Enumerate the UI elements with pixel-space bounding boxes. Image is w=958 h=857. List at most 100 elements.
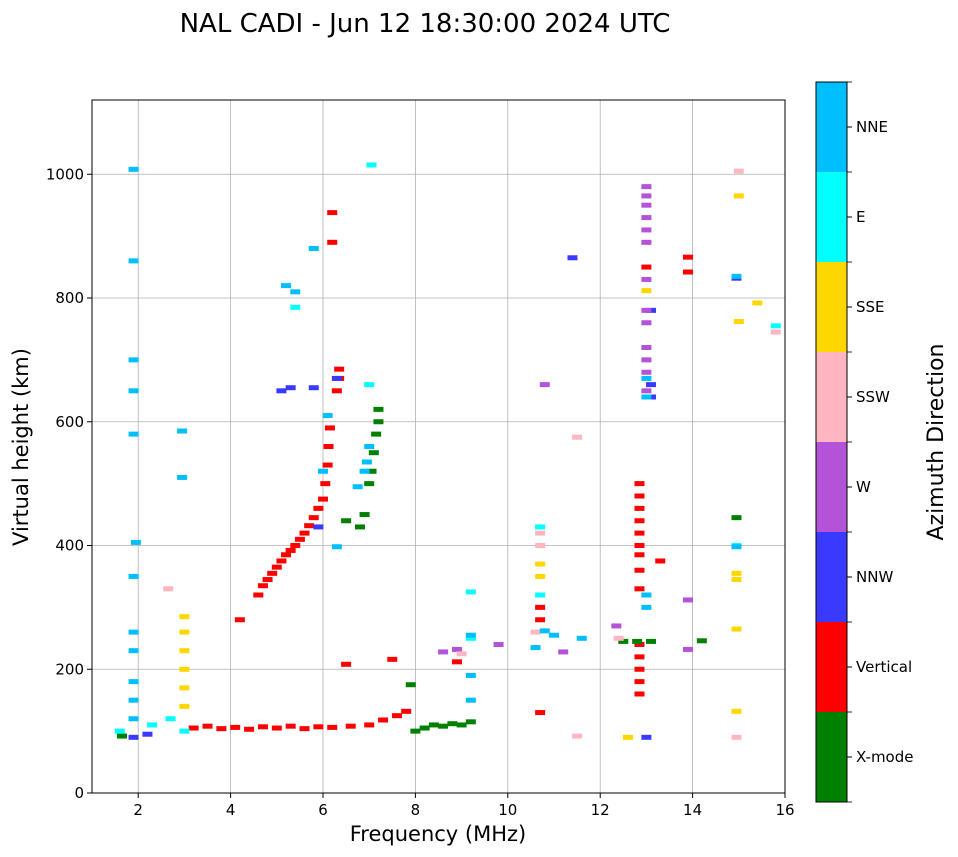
data-point-sse	[752, 300, 763, 306]
data-point-w	[611, 623, 622, 629]
data-point-nnw	[567, 255, 578, 261]
data-point-vertical	[244, 726, 255, 732]
data-point-ssw	[163, 586, 174, 592]
data-point-sse	[733, 319, 744, 325]
data-point-vertical	[634, 654, 645, 660]
data-point-vertical	[378, 717, 389, 723]
data-point-sse	[535, 561, 546, 567]
data-point-vertical	[634, 586, 645, 592]
data-point-vertical	[285, 547, 296, 553]
colorbar-tick-label: W	[856, 478, 871, 496]
x-tick-label: 16	[775, 801, 794, 819]
data-point-nne	[128, 166, 139, 172]
data-point-vertical	[313, 724, 324, 730]
data-point-e	[147, 722, 158, 728]
data-point-sse	[731, 570, 742, 576]
data-point-nnw	[276, 388, 287, 394]
data-point-vertical	[320, 481, 331, 487]
colorbar-tick-label: X-mode	[856, 748, 913, 766]
data-point-vertical	[535, 710, 546, 716]
data-point-sse	[179, 666, 190, 672]
data-point-nne	[322, 413, 333, 419]
data-point-vertical	[327, 724, 338, 730]
y-tick-label: 800	[55, 289, 84, 307]
data-point-vertical	[294, 536, 305, 542]
data-point-nne	[130, 539, 141, 545]
data-point-nnw	[313, 524, 324, 530]
data-point-vertical	[364, 722, 375, 728]
data-point-vertical	[324, 425, 335, 431]
data-point-nne	[128, 388, 139, 394]
data-point-ssw	[733, 168, 744, 174]
data-point-vertical	[634, 666, 645, 672]
data-point-nne	[641, 394, 652, 400]
data-point-x-mode	[632, 638, 643, 644]
data-point-ssw	[456, 651, 467, 657]
data-point-nne	[128, 697, 139, 703]
data-point-nne	[128, 357, 139, 363]
data-point-nne	[331, 544, 342, 550]
data-point-nne	[641, 375, 652, 381]
data-point-e	[290, 304, 301, 310]
data-point-ssw	[572, 434, 583, 440]
data-point-ssw	[770, 329, 781, 335]
data-point-vertical	[327, 239, 338, 245]
data-point-x-mode	[341, 518, 352, 524]
data-point-vertical	[308, 515, 319, 521]
data-point-sse	[179, 703, 190, 709]
data-point-x-mode	[731, 515, 742, 521]
colorbar-segment-x-mode	[816, 712, 847, 802]
data-point-nne	[465, 697, 476, 703]
data-point-nne	[308, 246, 319, 251]
data-point-vertical	[535, 617, 546, 623]
data-point-x-mode	[696, 638, 707, 644]
data-point-nne	[359, 468, 370, 474]
data-points	[114, 162, 781, 740]
colorbar-segment-vertical	[816, 622, 847, 712]
y-tick-label: 200	[55, 660, 84, 678]
data-point-vertical	[262, 577, 273, 583]
data-point-e	[535, 592, 546, 598]
data-point-vertical	[285, 723, 296, 729]
y-axis-label: Virtual height (km)	[9, 348, 33, 546]
colorbar-segment-w	[816, 442, 847, 532]
data-point-nne	[128, 258, 139, 264]
data-point-vertical	[276, 558, 287, 564]
data-point-w	[641, 193, 652, 199]
data-point-vertical	[634, 567, 645, 573]
data-point-x-mode	[447, 721, 458, 727]
data-point-vertical	[271, 564, 282, 570]
data-point-nne	[177, 474, 188, 480]
data-point-vertical	[281, 552, 292, 558]
data-point-x-mode	[366, 468, 377, 474]
colorbar-segment-ssw	[816, 352, 847, 442]
data-point-vertical	[257, 724, 268, 730]
data-point-x-mode	[117, 733, 128, 739]
data-point-vertical	[341, 661, 352, 667]
y-tick-label: 400	[55, 537, 84, 555]
data-point-x-mode	[465, 719, 476, 725]
x-tick-label: 10	[498, 801, 517, 819]
data-point-nne	[290, 289, 301, 295]
data-point-vertical	[313, 505, 324, 511]
data-point-sse	[731, 577, 742, 583]
data-point-e	[366, 162, 377, 168]
data-point-nne	[364, 444, 375, 449]
x-axis-ticks: 2 4 6 8 10 12 14 16	[133, 793, 795, 819]
data-point-nne	[128, 648, 139, 654]
data-point-nne	[128, 573, 139, 579]
data-point-vertical	[634, 552, 645, 558]
data-point-w	[558, 649, 569, 655]
data-point-nne	[318, 468, 328, 474]
data-point-vertical	[327, 210, 338, 216]
colorbar-tick-label: SSE	[856, 298, 885, 316]
data-point-vertical	[267, 570, 278, 576]
x-tick-label: 2	[133, 801, 143, 819]
data-point-x-mode	[354, 524, 365, 530]
data-point-x-mode	[410, 728, 421, 734]
data-point-nnw	[331, 375, 342, 381]
data-point-x-mode	[364, 481, 375, 487]
data-point-vertical	[634, 543, 645, 548]
data-point-w	[451, 646, 462, 652]
